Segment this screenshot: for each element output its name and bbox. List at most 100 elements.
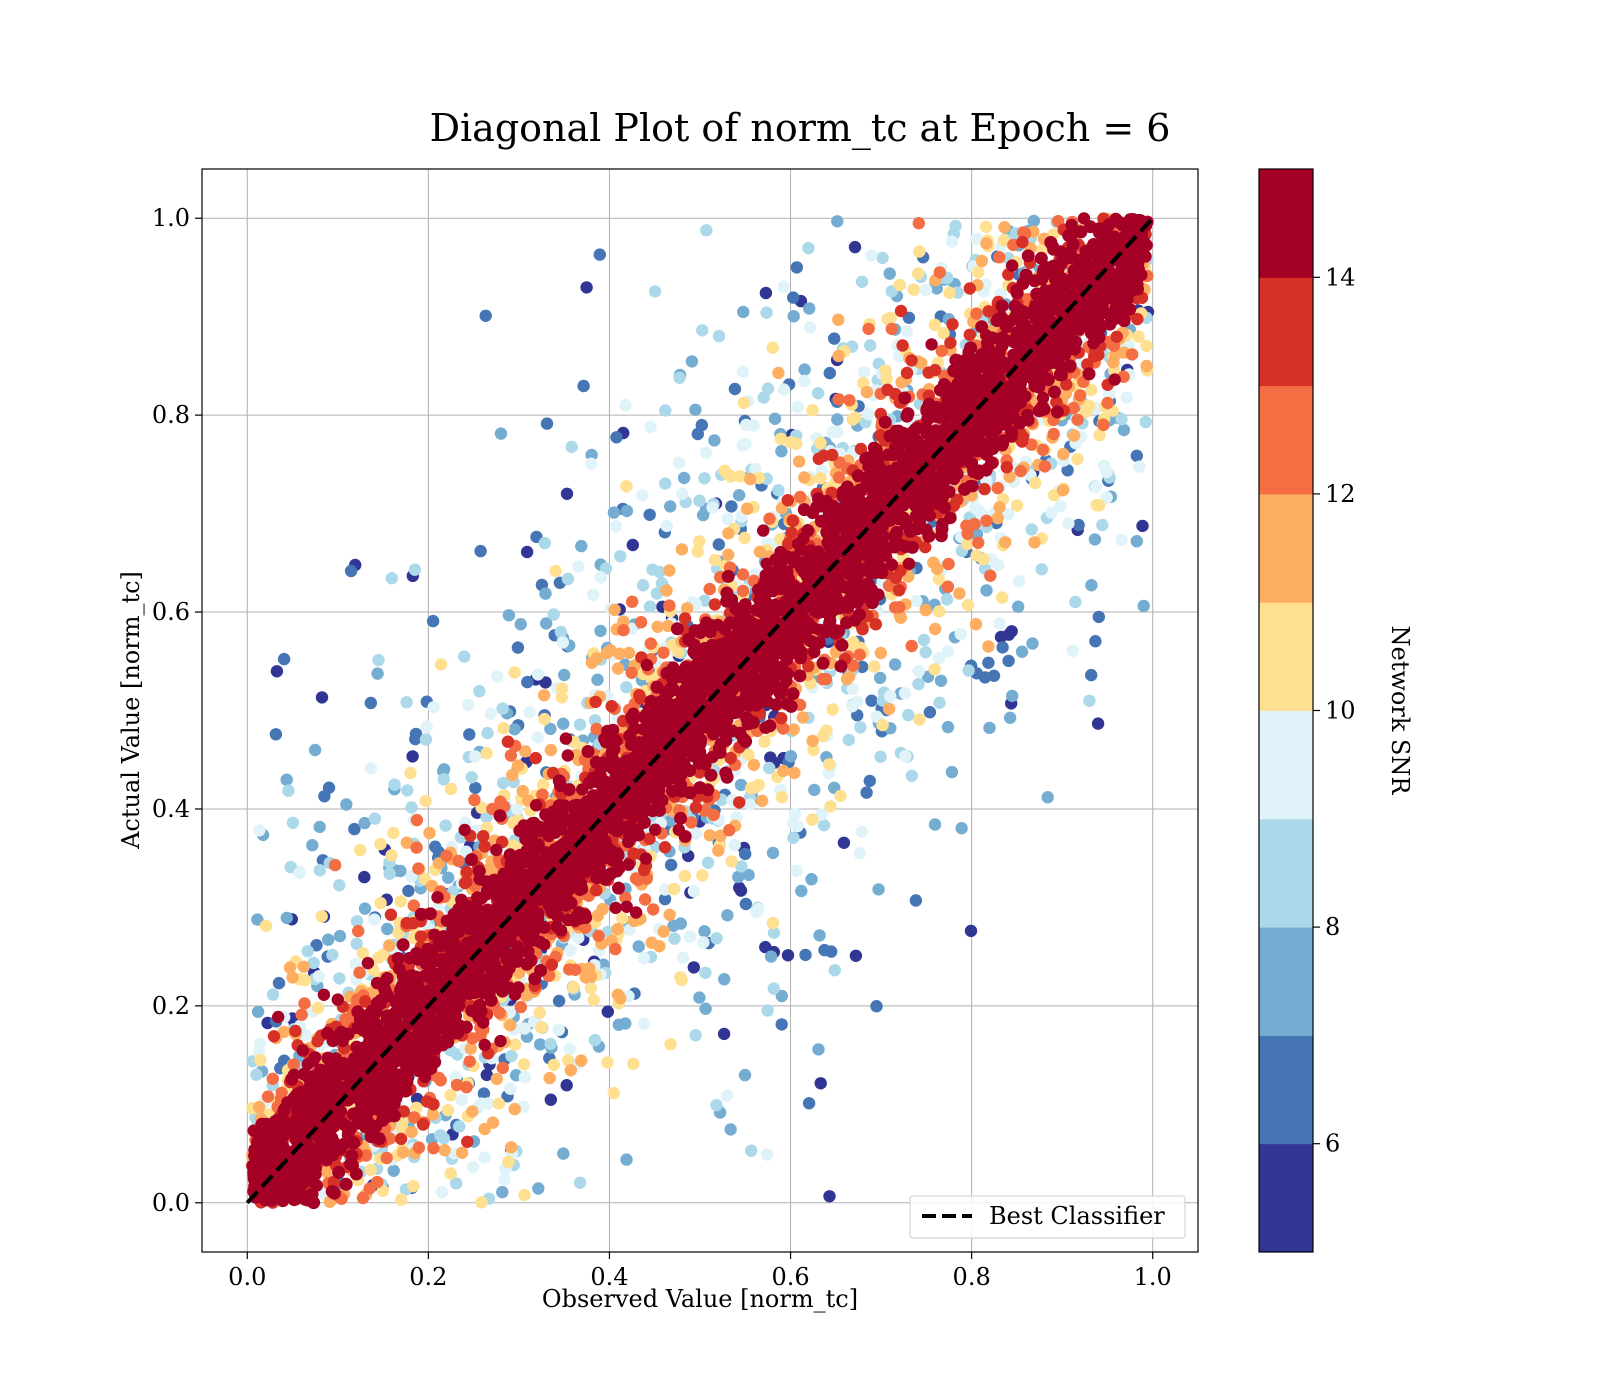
scatter-point	[1088, 350, 1101, 363]
scatter-point	[768, 412, 782, 425]
scatter-point	[1012, 600, 1025, 613]
scatter-point	[638, 893, 652, 906]
scatter-point	[668, 932, 681, 945]
scatter-point	[504, 1141, 518, 1154]
scatter-point	[466, 1032, 479, 1045]
scatter-point	[560, 487, 574, 500]
scatter-point	[738, 1068, 752, 1082]
scatter-point	[508, 1102, 521, 1116]
chart-title: Diagonal Plot of norm_tc at Epoch = 6	[430, 106, 1171, 151]
scatter-point	[1010, 499, 1024, 512]
scatter-point	[543, 1071, 556, 1085]
scatter-point	[625, 666, 638, 679]
scatter-point	[987, 669, 1001, 682]
scatter-point	[728, 838, 741, 852]
scatter-point	[791, 400, 804, 414]
scatter-point	[555, 691, 568, 704]
scatter-point	[544, 1037, 557, 1051]
scatter-point	[760, 1148, 774, 1161]
scatter-point	[790, 437, 803, 450]
scatter-point	[539, 676, 552, 689]
scatter-point	[869, 618, 882, 631]
scatter-point	[893, 278, 907, 292]
scatter-point	[698, 472, 711, 485]
scatter-point	[919, 283, 933, 297]
scatter-point	[280, 911, 293, 925]
scatter-point	[1003, 711, 1017, 724]
scatter-point	[934, 674, 948, 687]
scatter-point	[1085, 579, 1098, 592]
scatter-point	[876, 718, 889, 732]
scatter-point	[520, 545, 534, 559]
scatter-point	[339, 1012, 352, 1026]
scatter-point	[833, 456, 846, 469]
scatter-point	[591, 673, 604, 686]
scatter-point	[1097, 459, 1111, 472]
scatter-point	[915, 356, 928, 370]
scatter-point	[832, 349, 845, 363]
scatter-point	[289, 1024, 302, 1038]
scatter-point	[803, 321, 817, 334]
scatter-point	[575, 539, 588, 553]
scatter-point	[761, 1004, 774, 1017]
scatter-point	[658, 883, 672, 896]
scatter-point	[1029, 476, 1042, 490]
scatter-point	[883, 267, 896, 280]
scatter-point	[626, 595, 639, 608]
scatter-point	[685, 355, 699, 368]
scatter-point	[873, 671, 887, 685]
scatter-point	[683, 930, 697, 944]
scatter-point	[619, 399, 632, 412]
scatter-point	[755, 794, 769, 807]
scatter-point	[764, 751, 777, 764]
scatter-point	[427, 1142, 440, 1155]
scatter-point	[744, 472, 757, 486]
scatter-point	[562, 1054, 575, 1067]
scatter-point	[658, 841, 672, 854]
scatter-point	[627, 1057, 640, 1071]
scatter-point	[922, 366, 935, 379]
scatter-point	[735, 860, 748, 873]
scatter-point	[787, 310, 800, 323]
scatter-point	[798, 363, 811, 376]
scatter-point	[540, 417, 554, 430]
scatter-point	[368, 913, 381, 926]
scatter-point	[942, 557, 955, 571]
scatter-point	[364, 762, 378, 775]
scatter-point	[452, 854, 465, 868]
scatter-point	[902, 708, 915, 722]
scatter-point	[919, 603, 932, 617]
scatter-point	[1062, 517, 1075, 530]
scatter-point	[434, 658, 448, 671]
scatter-point	[940, 593, 954, 606]
scatter-point	[1088, 533, 1102, 546]
scatter-point	[432, 857, 446, 870]
scatter-point	[774, 432, 788, 445]
scatter-point	[272, 976, 286, 990]
scatter-point	[311, 1001, 325, 1015]
scatter-point	[781, 494, 794, 507]
scatter-point	[1097, 418, 1110, 432]
scatter-point	[913, 245, 926, 258]
scatter-point	[460, 1081, 473, 1094]
scatter-point	[480, 747, 493, 760]
scatter-point	[980, 514, 993, 527]
scatter-point	[1025, 438, 1038, 451]
scatter-point	[315, 691, 329, 704]
scatter-point	[631, 873, 645, 887]
scatter-point	[277, 652, 291, 666]
scatter-point	[888, 658, 902, 671]
scatter-point	[518, 1188, 531, 1202]
scatter-point	[1027, 214, 1041, 228]
scatter-point	[516, 784, 529, 798]
scatter-point	[941, 645, 955, 658]
scatter-point	[689, 1029, 702, 1042]
scatter-point	[864, 339, 877, 352]
scatter-point	[953, 587, 966, 600]
scatter-point	[402, 884, 415, 898]
scatter-point	[586, 588, 600, 602]
scatter-point	[854, 721, 867, 734]
scatter-point	[678, 869, 692, 883]
scatter-point	[962, 664, 975, 677]
